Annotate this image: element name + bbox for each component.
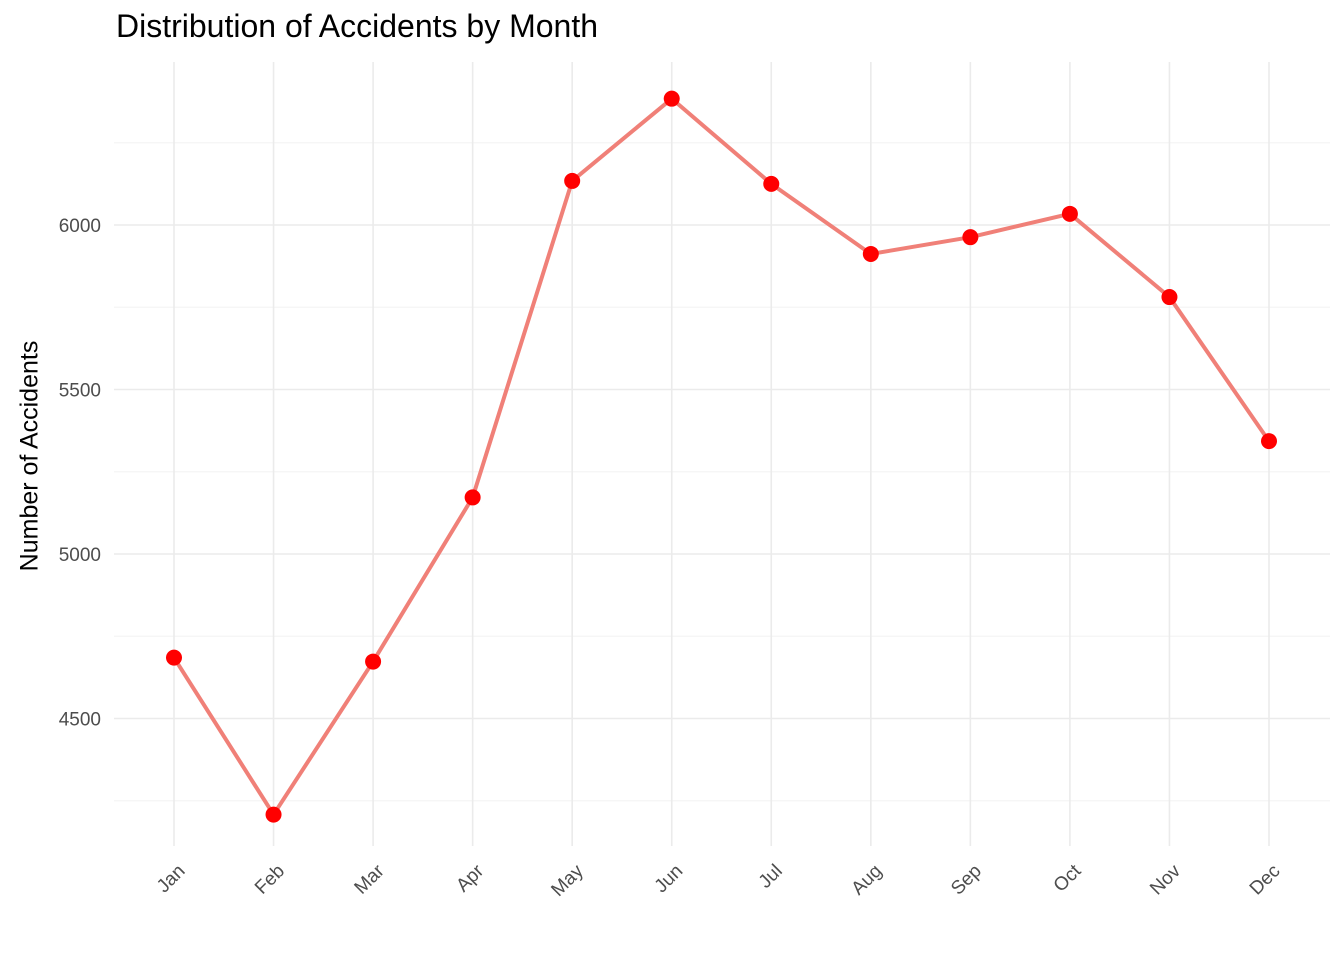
data-point [1261, 433, 1277, 450]
data-point [1061, 205, 1078, 222]
x-tick-label: Nov [1146, 860, 1185, 899]
data-point [564, 172, 581, 189]
x-tick-label: Jul [755, 861, 787, 893]
x-tick-label: May [547, 860, 588, 901]
data-point [1161, 289, 1178, 306]
x-tick-label: Apr [452, 860, 488, 896]
data-point [862, 245, 879, 262]
y-tick-label: 4500 [59, 710, 101, 731]
x-tick-label: Aug [848, 861, 887, 900]
x-tick-label: Oct [1050, 860, 1086, 896]
y-tick-label: 6000 [59, 216, 101, 237]
x-tick-label: Sep [947, 861, 986, 900]
x-tick-label: Feb [251, 861, 289, 899]
data-point [365, 653, 382, 670]
y-tick-label: 5000 [59, 545, 101, 566]
data-point [763, 175, 780, 192]
data-point [464, 489, 481, 506]
x-tick-label: Mar [351, 860, 389, 898]
data-point [663, 90, 680, 107]
x-tick-label: Jun [651, 861, 688, 898]
y-tick-label: 5500 [59, 381, 101, 402]
x-tick-label: Dec [1246, 861, 1285, 900]
data-point [166, 649, 182, 666]
series-line [172, 96, 1271, 817]
data-point [962, 229, 979, 246]
chart-title: Distribution of Accidents by Month [116, 8, 599, 44]
x-tick-label: Jan [153, 861, 190, 898]
data-point [265, 806, 282, 823]
